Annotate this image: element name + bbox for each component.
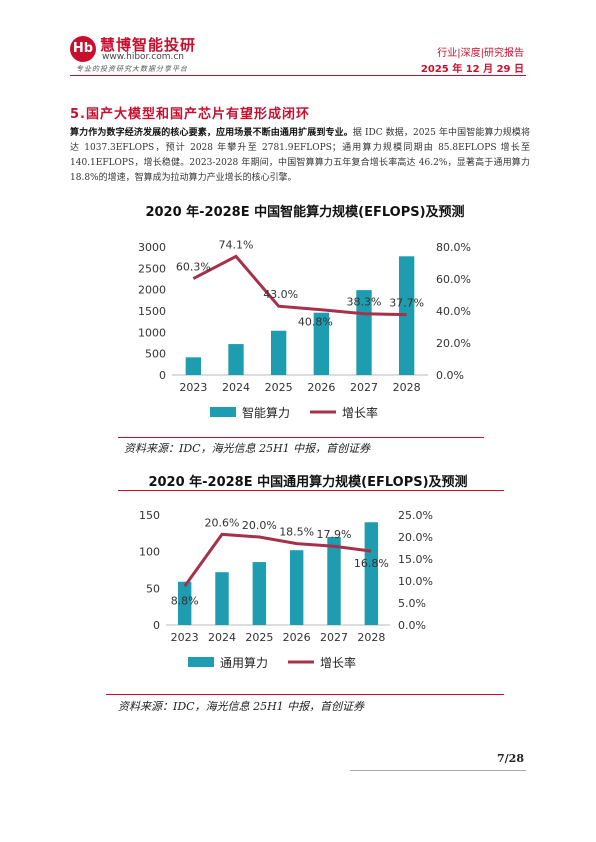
report-category: 行业|深度|研究报告 <box>437 48 524 59</box>
section-paragraph: 算力作为数字经济发展的核心要素，应用场景不断由通用扩展到专业。据 IDC 数据，… <box>70 126 530 186</box>
y2-tick-label: 10.0% <box>398 575 433 588</box>
y-tick-label: 150 <box>139 509 160 522</box>
chart1-title: 2020 年-2028E 中国智能算力规模(EFLOPS)及预测 <box>145 205 465 220</box>
chart2-divider <box>106 694 504 695</box>
x-tick-label: 2025 <box>245 631 273 644</box>
logo-mark-icon: Hb <box>70 36 96 62</box>
y2-tick-label: 20.0% <box>436 337 471 350</box>
bar <box>327 537 341 625</box>
bar <box>270 330 287 375</box>
data-label: 16.8% <box>354 557 389 570</box>
x-tick-label: 2028 <box>357 631 385 644</box>
y-tick-label: 2000 <box>138 284 166 297</box>
y2-tick-label: 15.0% <box>398 553 433 566</box>
data-label: 40.8% <box>298 316 333 329</box>
data-label: 43.0% <box>263 288 298 301</box>
x-tick-label: 2027 <box>320 631 348 644</box>
bar <box>252 562 267 625</box>
y-tick-label: 1500 <box>138 305 166 318</box>
bar <box>215 572 229 625</box>
x-tick-label: 2023 <box>179 381 207 394</box>
legend-bar-label: 通用算力 <box>220 655 268 670</box>
data-label: 17.9% <box>317 528 352 541</box>
y-tick-label: 0 <box>153 619 160 632</box>
legend-line-label: 增长率 <box>342 405 378 420</box>
legend-bar-swatch <box>210 407 236 417</box>
x-tick-label: 2027 <box>350 381 378 394</box>
y2-tick-label: 40.0% <box>436 305 471 318</box>
bar <box>398 256 415 375</box>
chart1-source: 资料来源：IDC，海光信息 25H1 中报，首创证券 <box>124 442 371 455</box>
chart1-divider <box>118 437 484 438</box>
x-tick-label: 2025 <box>265 381 293 394</box>
paragraph-lead: 算力作为数字经济发展的核心要素，应用场景不断由通用扩展到专业。 <box>70 128 353 138</box>
y2-tick-label: 60.0% <box>436 273 471 286</box>
x-tick-label: 2028 <box>393 381 421 394</box>
chart2-title: 2020 年-2028E 中国通用算力规模(EFLOPS)及预测 <box>148 475 468 490</box>
data-label: 74.1% <box>219 238 254 251</box>
bar <box>289 550 304 625</box>
data-label: 38.3% <box>347 296 382 309</box>
logo-url: www.hibor.com.cn <box>102 52 185 62</box>
chart2-general-compute: 0 50 100 150 0.0% 5.0% 10.0% 15.0% 20.0% 25.0% 202… <box>139 509 433 670</box>
logo-name: 慧博智能投研 <box>100 36 197 54</box>
y-tick-label: 0 <box>159 369 166 382</box>
y2-tick-label: 20.0% <box>398 531 433 544</box>
y-tick-label: 2500 <box>138 262 166 275</box>
data-label: 20.6% <box>205 516 240 529</box>
data-label: 18.5% <box>279 526 314 539</box>
data-label: 60.3% <box>176 261 211 274</box>
data-label: 37.7% <box>389 297 424 310</box>
x-tick-label: 2023 <box>171 631 199 644</box>
x-tick-label: 2024 <box>222 381 250 394</box>
bar <box>356 290 372 375</box>
y2-tick-label: 5.0% <box>398 597 426 610</box>
y2-tick-label: 0.0% <box>436 369 464 382</box>
y-tick-label: 1000 <box>138 326 166 339</box>
footer-divider <box>350 770 526 771</box>
paragraph-body: 据 IDC 数据，2025 年中国智能算力规模将达 1037.3EFLOPS，预… <box>70 128 530 183</box>
data-label: 8.8% <box>171 594 199 607</box>
section-title: 5.国产大模型和国产芯片有望形成闭环 <box>70 107 310 122</box>
x-tick-label: 2024 <box>208 631 236 644</box>
x-tick-label: 2026 <box>307 381 335 394</box>
chart2-source: 资料来源：IDC，海光信息 25H1 中报，首创证券 <box>118 700 365 713</box>
page-number: 7/28 <box>497 752 524 765</box>
legend-bar-swatch <box>188 657 214 667</box>
x-tick-label: 2026 <box>283 631 311 644</box>
chart2-top-divider <box>118 490 504 491</box>
report-date: 2025 年 12 月 29 日 <box>420 64 524 75</box>
legend-bar-label: 智能算力 <box>242 405 290 420</box>
y-tick-label: 50 <box>146 582 160 595</box>
y-tick-label: 100 <box>139 546 160 559</box>
bar <box>177 581 192 625</box>
logo-tagline: 专业的投资研究大数据分享平台 <box>76 65 188 73</box>
y2-tick-label: 0.0% <box>398 619 426 632</box>
legend-line-label: 增长率 <box>320 655 356 670</box>
bar <box>364 522 379 625</box>
header-divider <box>70 75 526 76</box>
bar <box>313 312 330 375</box>
chart1-smart-compute: 0 500 1000 1500 2000 2500 3000 0.0% 20.0% 40.0% 60… <box>138 238 471 420</box>
y-tick-label: 500 <box>145 348 166 361</box>
data-label: 20.0% <box>242 519 277 532</box>
bar <box>228 344 244 375</box>
y2-tick-label: 25.0% <box>398 509 433 522</box>
bar <box>185 357 202 375</box>
y2-tick-label: 80.0% <box>436 241 471 254</box>
growth-line <box>192 254 407 317</box>
y-tick-label: 3000 <box>138 241 166 254</box>
logo: Hb 慧博智能投研 www.hibor.com.cn 专业的投资研究大数据分享平… <box>70 34 240 74</box>
growth-line <box>183 532 372 588</box>
